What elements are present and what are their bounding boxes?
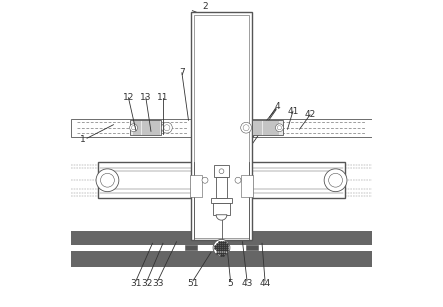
Circle shape [324,169,347,192]
Text: 33: 33 [152,279,163,288]
Bar [190,175,202,197]
Bar [252,119,372,137]
Circle shape [96,169,119,192]
Text: 4: 4 [274,102,280,111]
Bar [214,165,229,177]
Circle shape [213,239,230,256]
Text: 1: 1 [80,135,85,144]
Bar [98,162,345,198]
Bar [130,120,161,135]
Text: 13: 13 [140,93,152,102]
Bar [71,119,191,137]
Bar [71,231,372,245]
Text: 12: 12 [123,93,134,102]
Circle shape [243,125,249,131]
Text: 51: 51 [187,279,199,288]
Circle shape [130,124,137,132]
Text: 11: 11 [157,93,169,102]
Circle shape [161,122,172,133]
Circle shape [329,173,342,187]
Text: 2: 2 [203,2,208,11]
Text: 5: 5 [228,279,233,288]
Circle shape [235,177,241,183]
Bar [194,14,249,238]
Circle shape [219,169,224,174]
Bar [216,177,227,198]
Text: 31: 31 [130,279,142,288]
Circle shape [276,124,284,132]
Bar [211,198,232,203]
Text: 43: 43 [241,279,253,288]
Circle shape [241,122,252,133]
Bar [186,245,198,250]
Text: 7: 7 [179,68,185,77]
Circle shape [202,177,208,183]
Circle shape [164,125,170,131]
Polygon shape [216,215,227,220]
Bar [71,251,372,267]
Bar [252,120,283,135]
Circle shape [132,126,136,130]
Text: 42: 42 [304,110,316,119]
Bar [241,175,253,197]
Bar [245,245,257,250]
Text: 41: 41 [287,107,299,116]
Circle shape [277,126,282,130]
Circle shape [101,173,114,187]
Bar [71,245,372,251]
Text: 32: 32 [141,279,153,288]
Bar [191,12,252,240]
Text: 44: 44 [260,279,271,288]
Bar [213,203,230,215]
